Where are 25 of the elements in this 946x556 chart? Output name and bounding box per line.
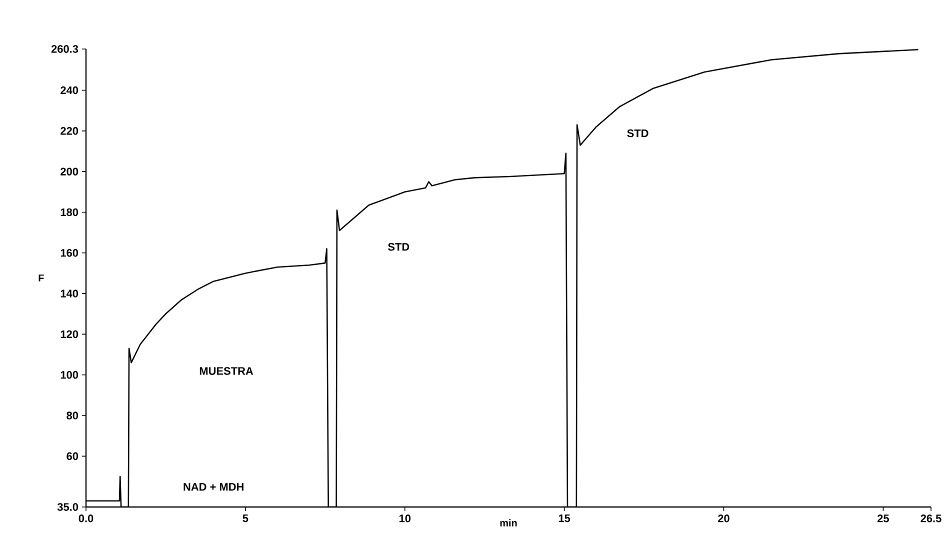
- y-tick-label: 200: [60, 168, 78, 176]
- x-tick-label: 5: [242, 514, 248, 522]
- x-axis-title: min: [500, 519, 517, 526]
- annotation: NAD + MDH: [184, 483, 244, 491]
- y-tick-label: 220: [60, 127, 78, 135]
- y-axis-title: F: [38, 274, 44, 282]
- annotation: STD: [388, 242, 410, 251]
- y-tick-label: 140: [60, 290, 78, 298]
- y-tick-label: 180: [60, 208, 78, 216]
- x-tick-label: 0.0: [78, 514, 94, 522]
- y-tick-label: 260.3: [51, 45, 78, 53]
- x-tick-label: 15: [558, 514, 570, 522]
- y-tick-label: 60: [66, 452, 78, 460]
- y-tick-label: 240: [60, 86, 78, 94]
- y-tick-label: 100: [60, 370, 78, 379]
- x-tick-label: 25: [877, 514, 889, 522]
- y-tick-label: 80: [66, 412, 78, 420]
- y-tick-label: 120: [60, 330, 78, 338]
- y-tick-label: 35.0: [57, 503, 78, 511]
- annotation: MUESTRA: [200, 367, 254, 375]
- y-tick-label: 160: [60, 249, 78, 257]
- x-tick-label: 26.5: [920, 514, 942, 522]
- x-tick-label: 20: [718, 514, 730, 522]
- x-tick-label: 10: [399, 514, 411, 522]
- annotation: STD: [627, 129, 648, 138]
